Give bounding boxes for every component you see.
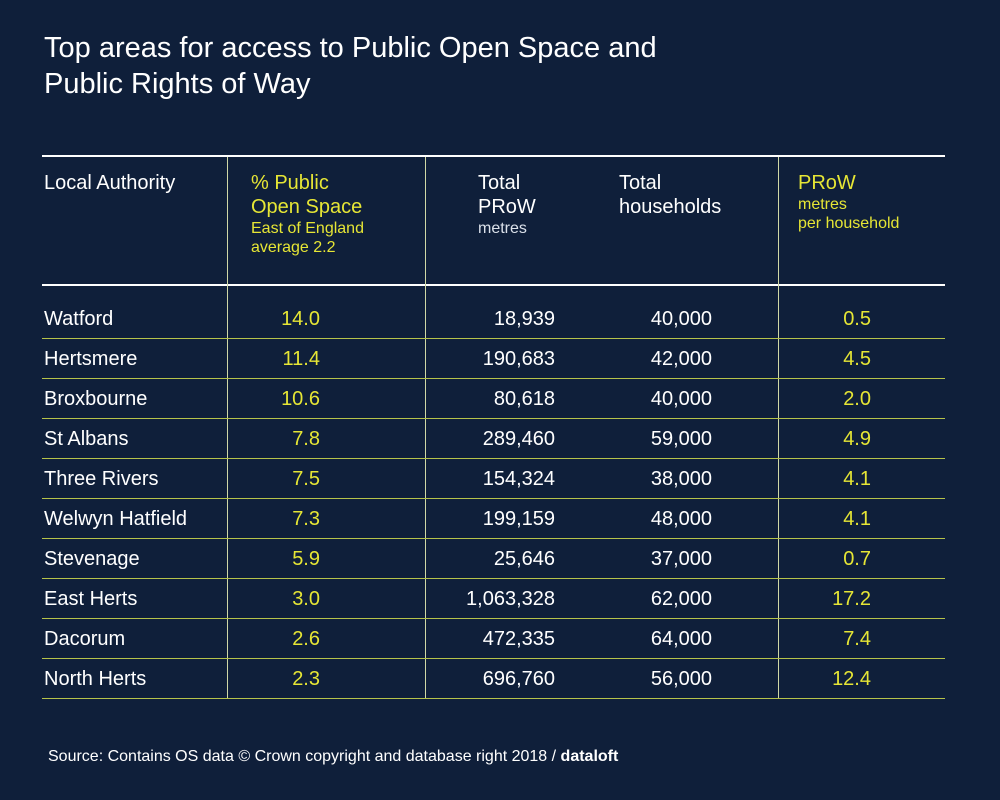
row-rule (42, 698, 945, 699)
row-rule (42, 418, 945, 419)
cell-authority: St Albans (44, 428, 129, 450)
cell-total-prow: 25,646 (493, 548, 555, 570)
cell-authority: Dacorum (44, 628, 126, 650)
cell-total-households: 64,000 (650, 628, 712, 650)
cell-authority: Three Rivers (44, 468, 159, 490)
cell-prow-per-household: 0.5 (843, 308, 871, 330)
cell-total-prow: 199,159 (482, 508, 555, 530)
cell-authority: Watford (44, 308, 114, 330)
title-line-1: Top areas for access to Public Open Spac… (44, 32, 657, 64)
table-header-rule (42, 284, 945, 286)
cell-total-prow: 289,460 (482, 428, 555, 450)
table-row: Welwyn Hatfield 7.3 199,159 48,000 4.1 (42, 499, 945, 539)
cell-public-open-space: 5.9 (292, 548, 320, 570)
cell-prow-per-household: 4.1 (843, 508, 871, 530)
cell-total-households: 40,000 (650, 388, 712, 410)
row-rule (42, 618, 945, 619)
table-top-rule (42, 155, 945, 157)
table-row: Stevenage 5.9 25,646 37,000 0.7 (42, 539, 945, 579)
cell-total-prow: 696,760 (482, 668, 555, 690)
cell-public-open-space: 3.0 (292, 588, 320, 610)
row-rule (42, 458, 945, 459)
table-row: Dacorum 2.6 472,335 64,000 7.4 (42, 619, 945, 659)
header-pos-line-1: % Public (251, 172, 329, 194)
row-rule (42, 338, 945, 339)
source-note: Source: Contains OS data © Crown copyrig… (48, 748, 618, 766)
cell-prow-per-household: 0.7 (843, 548, 871, 570)
cell-authority: Welwyn Hatfield (44, 508, 188, 530)
header-prow-line-1: Total (478, 172, 521, 194)
cell-prow-per-household: 2.0 (843, 388, 871, 410)
cell-prow-per-household: 4.1 (843, 468, 871, 490)
cell-total-households: 48,000 (650, 508, 712, 530)
header-per-sub-2: per household (798, 215, 900, 232)
table-row: Three Rivers 7.5 154,324 38,000 4.1 (42, 459, 945, 499)
row-rule (42, 538, 945, 539)
cell-total-households: 40,000 (650, 308, 712, 330)
row-rule (42, 658, 945, 659)
cell-total-households: 56,000 (650, 668, 712, 690)
cell-total-prow: 1,063,328 (466, 588, 555, 610)
cell-authority: Stevenage (44, 548, 140, 570)
column-divider-3 (778, 157, 779, 699)
cell-total-prow: 190,683 (482, 348, 555, 370)
cell-public-open-space: 2.3 (292, 668, 320, 690)
header-authority-label: Local Authority (44, 172, 176, 194)
cell-prow-per-household: 12.4 (832, 668, 871, 690)
header-prow-line-2: PRoW (478, 196, 536, 218)
title-line-2: Public Rights of Way (44, 68, 311, 100)
table-row: St Albans 7.8 289,460 59,000 4.9 (42, 419, 945, 459)
chart-title: Top areas for access to Public Open Spac… (44, 30, 944, 102)
header-hh-line-2: households (619, 196, 722, 218)
table-row: Hertsmere 11.4 190,683 42,000 4.5 (42, 339, 945, 379)
header-prow-per-household: PRoW metres per household (798, 171, 899, 233)
row-rule (42, 498, 945, 499)
row-rule (42, 578, 945, 579)
header-local-authority: Local Authority (44, 171, 175, 195)
cell-prow-per-household: 4.9 (843, 428, 871, 450)
cell-prow-per-household: 17.2 (832, 588, 871, 610)
cell-public-open-space: 14.0 (281, 308, 320, 330)
table-row: North Herts 2.3 696,760 56,000 12.4 (42, 659, 945, 699)
cell-public-open-space: 7.3 (292, 508, 320, 530)
header-per-main: PRoW (798, 172, 856, 194)
cell-public-open-space: 7.8 (292, 428, 320, 450)
header-pos-sub-2: average 2.2 (251, 239, 336, 256)
cell-total-prow: 18,939 (493, 308, 555, 330)
cell-total-households: 62,000 (650, 588, 712, 610)
cell-total-households: 59,000 (650, 428, 712, 450)
cell-public-open-space: 7.5 (292, 468, 320, 490)
row-rule (42, 378, 945, 379)
header-total-households: Total households (619, 171, 721, 219)
cell-prow-per-household: 4.5 (843, 348, 871, 370)
cell-authority: North Herts (44, 668, 147, 690)
cell-authority: Hertsmere (44, 348, 138, 370)
cell-public-open-space: 2.6 (292, 628, 320, 650)
table-row: East Herts 3.0 1,063,328 62,000 17.2 (42, 579, 945, 619)
cell-authority: Broxbourne (44, 388, 148, 410)
column-divider-1 (227, 157, 228, 699)
source-text: Source: Contains OS data © Crown copyrig… (48, 748, 557, 765)
cell-public-open-space: 11.4 (282, 348, 320, 370)
header-hh-line-1: Total (619, 172, 662, 194)
cell-total-households: 37,000 (650, 548, 712, 570)
table-row: Watford 14.0 18,939 40,000 0.5 (42, 299, 945, 339)
brand-logo-text: dataloft (560, 748, 619, 765)
cell-authority: East Herts (44, 588, 138, 610)
header-pos-sub-1: East of England (251, 220, 364, 237)
header-per-sub-1: metres (798, 196, 847, 213)
cell-total-households: 38,000 (650, 468, 712, 490)
cell-total-prow: 154,324 (482, 468, 555, 490)
cell-total-households: 42,000 (650, 348, 712, 370)
table-row: Broxbourne 10.6 80,618 40,000 2.0 (42, 379, 945, 419)
header-prow-sub: metres (478, 220, 527, 237)
header-total-prow: Total PRoW metres (478, 171, 536, 238)
header-pos-line-2: Open Space (251, 196, 363, 218)
cell-public-open-space: 10.6 (281, 388, 320, 410)
header-public-open-space: % Public Open Space East of England aver… (251, 171, 364, 257)
column-divider-2 (425, 157, 426, 699)
cell-prow-per-household: 7.4 (843, 628, 871, 650)
cell-total-prow: 80,618 (493, 388, 555, 410)
cell-total-prow: 472,335 (482, 628, 555, 650)
